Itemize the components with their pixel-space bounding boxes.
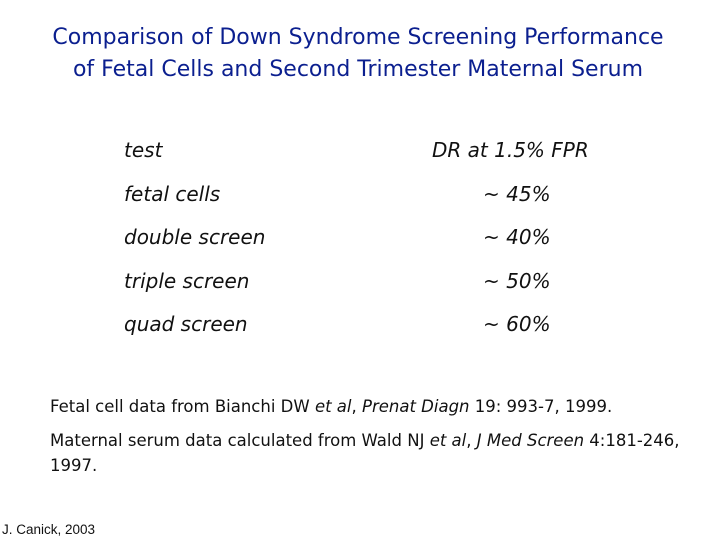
fetal-cell-citation: Fetal cell data from Bianchi DW et al, P… — [50, 394, 710, 419]
row-test-name: triple screen — [124, 268, 250, 293]
table-header-row: test DR at 1.5% FPR — [124, 130, 644, 174]
row-test-name: double screen — [124, 225, 266, 249]
citation-journal: Prenat Diagn — [362, 397, 470, 416]
slide-title-line-2: of Fetal Cells and Second Trimester Mate… — [72, 57, 644, 82]
row-test-name: quad screen — [124, 312, 248, 336]
citation-et-al: et al — [429, 431, 467, 450]
citation-reference: 19: 993-7, 1999. — [469, 397, 613, 416]
slide-title: Comparison of Down Syndrome Screening Pe… — [0, 22, 716, 86]
citation-reference: 4:181-246, 1997. — [50, 431, 680, 475]
citation-separator: , — [466, 431, 477, 450]
comparison-table: test DR at 1.5% FPR fetal cells ~ 45% do… — [124, 130, 644, 348]
author-credit: J. Canick, 2003 — [2, 522, 96, 537]
row-detection-rate: ~ 45% — [483, 181, 551, 206]
citation-text: Maternal serum data calculated from Wald… — [50, 431, 430, 450]
table-row: quad screen ~ 60% — [124, 304, 644, 348]
row-detection-rate: ~ 50% — [483, 268, 551, 293]
table-row: triple screen ~ 50% — [124, 261, 644, 305]
citation-journal: J Med Screen — [476, 431, 585, 450]
row-test-name: fetal cells — [124, 181, 221, 206]
table-row: fetal cells ~ 45% — [124, 174, 644, 218]
table-row: double screen ~ 40% — [124, 217, 644, 261]
citation-separator: , — [351, 397, 362, 416]
row-detection-rate: ~ 40% — [483, 225, 551, 249]
maternal-serum-citation: Maternal serum data calculated from Wald… — [50, 428, 710, 478]
slide-title-line-1: Comparison of Down Syndrome Screening Pe… — [52, 25, 664, 50]
citation-et-al: et al — [314, 397, 352, 416]
row-detection-rate: ~ 60% — [483, 312, 551, 336]
header-test: test — [124, 138, 163, 162]
citation-text: Fetal cell data from Bianchi DW — [50, 397, 315, 416]
header-detection-rate: DR at 1.5% FPR — [432, 138, 589, 162]
